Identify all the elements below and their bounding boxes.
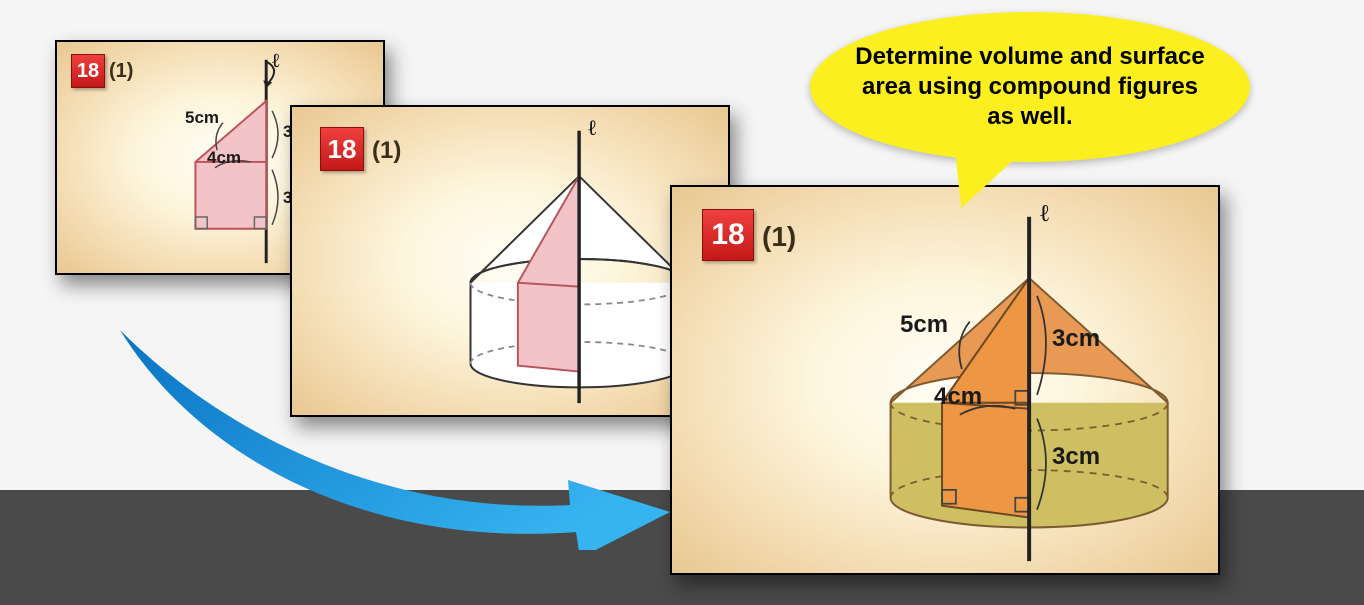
measure-base: 4cm [934, 383, 982, 411]
diagram-svg-2 [292, 107, 728, 415]
figure-card-3: 18 (1) ℓ 5cm 3cm 4cm 3cm [670, 185, 1220, 575]
callout-bubble: Determine volume and surface area using … [810, 12, 1250, 162]
diagram-svg-3 [672, 187, 1218, 573]
callout-text: Determine volume and surface area using … [850, 42, 1210, 132]
measure-hypotenuse: 5cm [900, 311, 948, 339]
measure-hypotenuse: 5cm [185, 108, 219, 128]
figure-card-2: 18 (1) ℓ [290, 105, 730, 417]
measure-top-height: 3cm [1052, 325, 1100, 353]
measure-bottom-height: 3cm [1052, 443, 1100, 471]
measure-base: 4cm [207, 148, 241, 168]
